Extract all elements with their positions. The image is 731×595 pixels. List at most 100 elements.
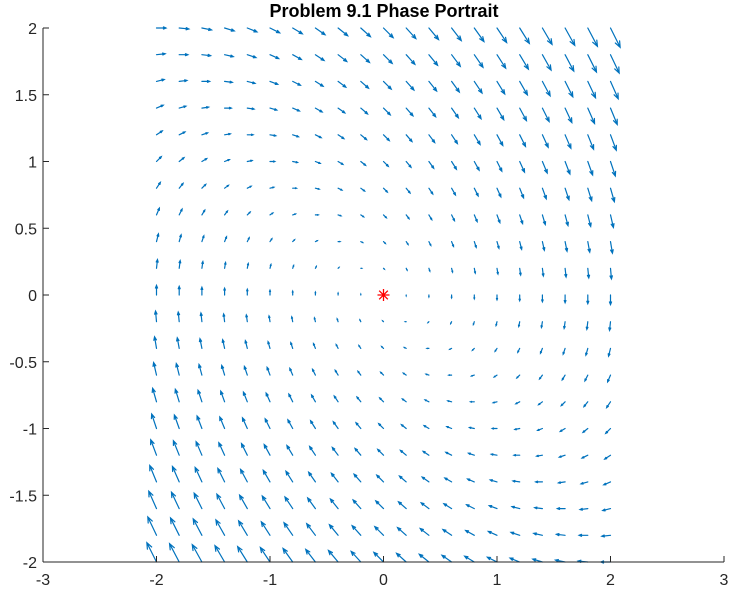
vector-arrow <box>337 214 343 217</box>
vector-arrow <box>289 366 294 376</box>
vector-arrow <box>360 134 368 141</box>
vector-arrow <box>178 156 186 163</box>
vector-arrow <box>350 550 362 563</box>
vector-arrow <box>587 54 598 74</box>
vector-arrow <box>541 294 544 304</box>
vector-arrow <box>224 260 227 269</box>
vector-arrow <box>578 507 589 511</box>
vector-arrow <box>313 316 316 323</box>
vector-arrow <box>564 107 573 125</box>
vector-arrow <box>428 134 436 144</box>
vector-arrow <box>314 80 325 88</box>
vector-arrow <box>397 500 407 510</box>
vector-arrow <box>260 520 271 536</box>
vector-arrow <box>352 498 362 510</box>
vector-arrow <box>606 374 612 384</box>
vector-arrow <box>514 401 521 405</box>
vector-arrow <box>224 235 228 243</box>
vector-arrow <box>419 501 430 510</box>
vector-arrow <box>314 107 324 113</box>
vector-arrow <box>451 241 455 248</box>
vector-arrow <box>246 159 254 163</box>
vector-arrow <box>509 531 521 536</box>
vector-arrow <box>218 441 226 456</box>
vector-arrow <box>465 504 475 510</box>
vector-arrow <box>564 214 569 228</box>
vector-arrow <box>305 522 316 536</box>
vector-arrow <box>310 393 316 403</box>
vector-arrow <box>191 543 203 563</box>
vector-arrow <box>375 474 385 483</box>
vector-arrow <box>224 184 230 189</box>
vector-arrow <box>561 374 566 382</box>
vector-arrow <box>224 80 234 84</box>
vector-arrow <box>609 160 617 178</box>
vector-arrow <box>360 80 370 90</box>
x-tick-label: -3 <box>36 572 50 589</box>
vector-arrow <box>564 160 571 176</box>
vector-arrow <box>155 130 164 136</box>
vector-arrow <box>602 481 612 486</box>
vector-arrow <box>220 389 226 403</box>
vector-arrow <box>201 106 211 109</box>
vector-arrow <box>201 132 210 136</box>
vector-arrow <box>224 158 231 163</box>
vector-arrow <box>473 241 477 249</box>
vector-arrow <box>155 155 163 163</box>
vector-arrow <box>486 530 498 536</box>
vector-arrow <box>243 364 248 376</box>
vector-arrow <box>541 214 547 227</box>
vector-arrow <box>538 374 543 381</box>
vector-arrow <box>246 107 256 111</box>
vector-arrow <box>541 54 552 72</box>
vector-arrow <box>555 507 566 511</box>
vector-arrow <box>292 160 300 164</box>
vector-arrow <box>609 214 615 230</box>
vector-arrow <box>152 360 158 376</box>
vector-arrow <box>246 236 250 243</box>
vector-arrow <box>495 321 498 328</box>
vector-arrow <box>558 427 566 433</box>
vector-arrow <box>328 523 339 536</box>
vector-arrow <box>376 448 385 456</box>
vector-arrow <box>312 342 316 349</box>
vector-arrow <box>173 413 180 430</box>
vector-arrow <box>259 546 271 563</box>
vector-arrow <box>334 368 339 376</box>
vector-arrow <box>246 261 250 269</box>
vector-arrow <box>192 517 203 536</box>
vector-arrow <box>607 347 612 358</box>
vector-arrow <box>587 107 596 126</box>
vector-arrow <box>563 294 567 305</box>
vector-arrow <box>587 160 594 177</box>
vector-arrow <box>536 427 543 432</box>
vector-arrow <box>421 450 430 456</box>
vector-arrow <box>178 79 189 83</box>
vector-arrow <box>198 362 203 376</box>
vector-arrow <box>564 80 574 99</box>
vector-arrow <box>337 27 349 37</box>
vector-arrow <box>600 534 612 538</box>
vector-arrow <box>496 134 504 147</box>
vector-arrow <box>194 465 203 483</box>
vector-arrow <box>399 449 407 456</box>
vector-arrow <box>155 258 159 269</box>
vector-arrow <box>149 464 158 483</box>
vector-arrow <box>224 106 233 110</box>
vector-arrow <box>311 367 316 376</box>
vector-arrow <box>398 475 407 483</box>
vector-arrow <box>534 480 543 484</box>
vector-arrow <box>451 267 454 274</box>
vector-arrow <box>382 241 387 245</box>
vector-arrow <box>360 27 372 38</box>
vector-arrow <box>428 160 435 170</box>
vector-arrow <box>239 467 248 483</box>
vector-arrow <box>447 374 453 377</box>
vector-arrow <box>214 544 226 563</box>
vector-arrow <box>519 187 525 200</box>
vector-arrow <box>155 206 161 216</box>
vector-arrow <box>198 337 203 349</box>
vector-arrow <box>539 347 543 355</box>
vector-arrow <box>288 392 294 403</box>
vector-arrow <box>170 490 180 510</box>
